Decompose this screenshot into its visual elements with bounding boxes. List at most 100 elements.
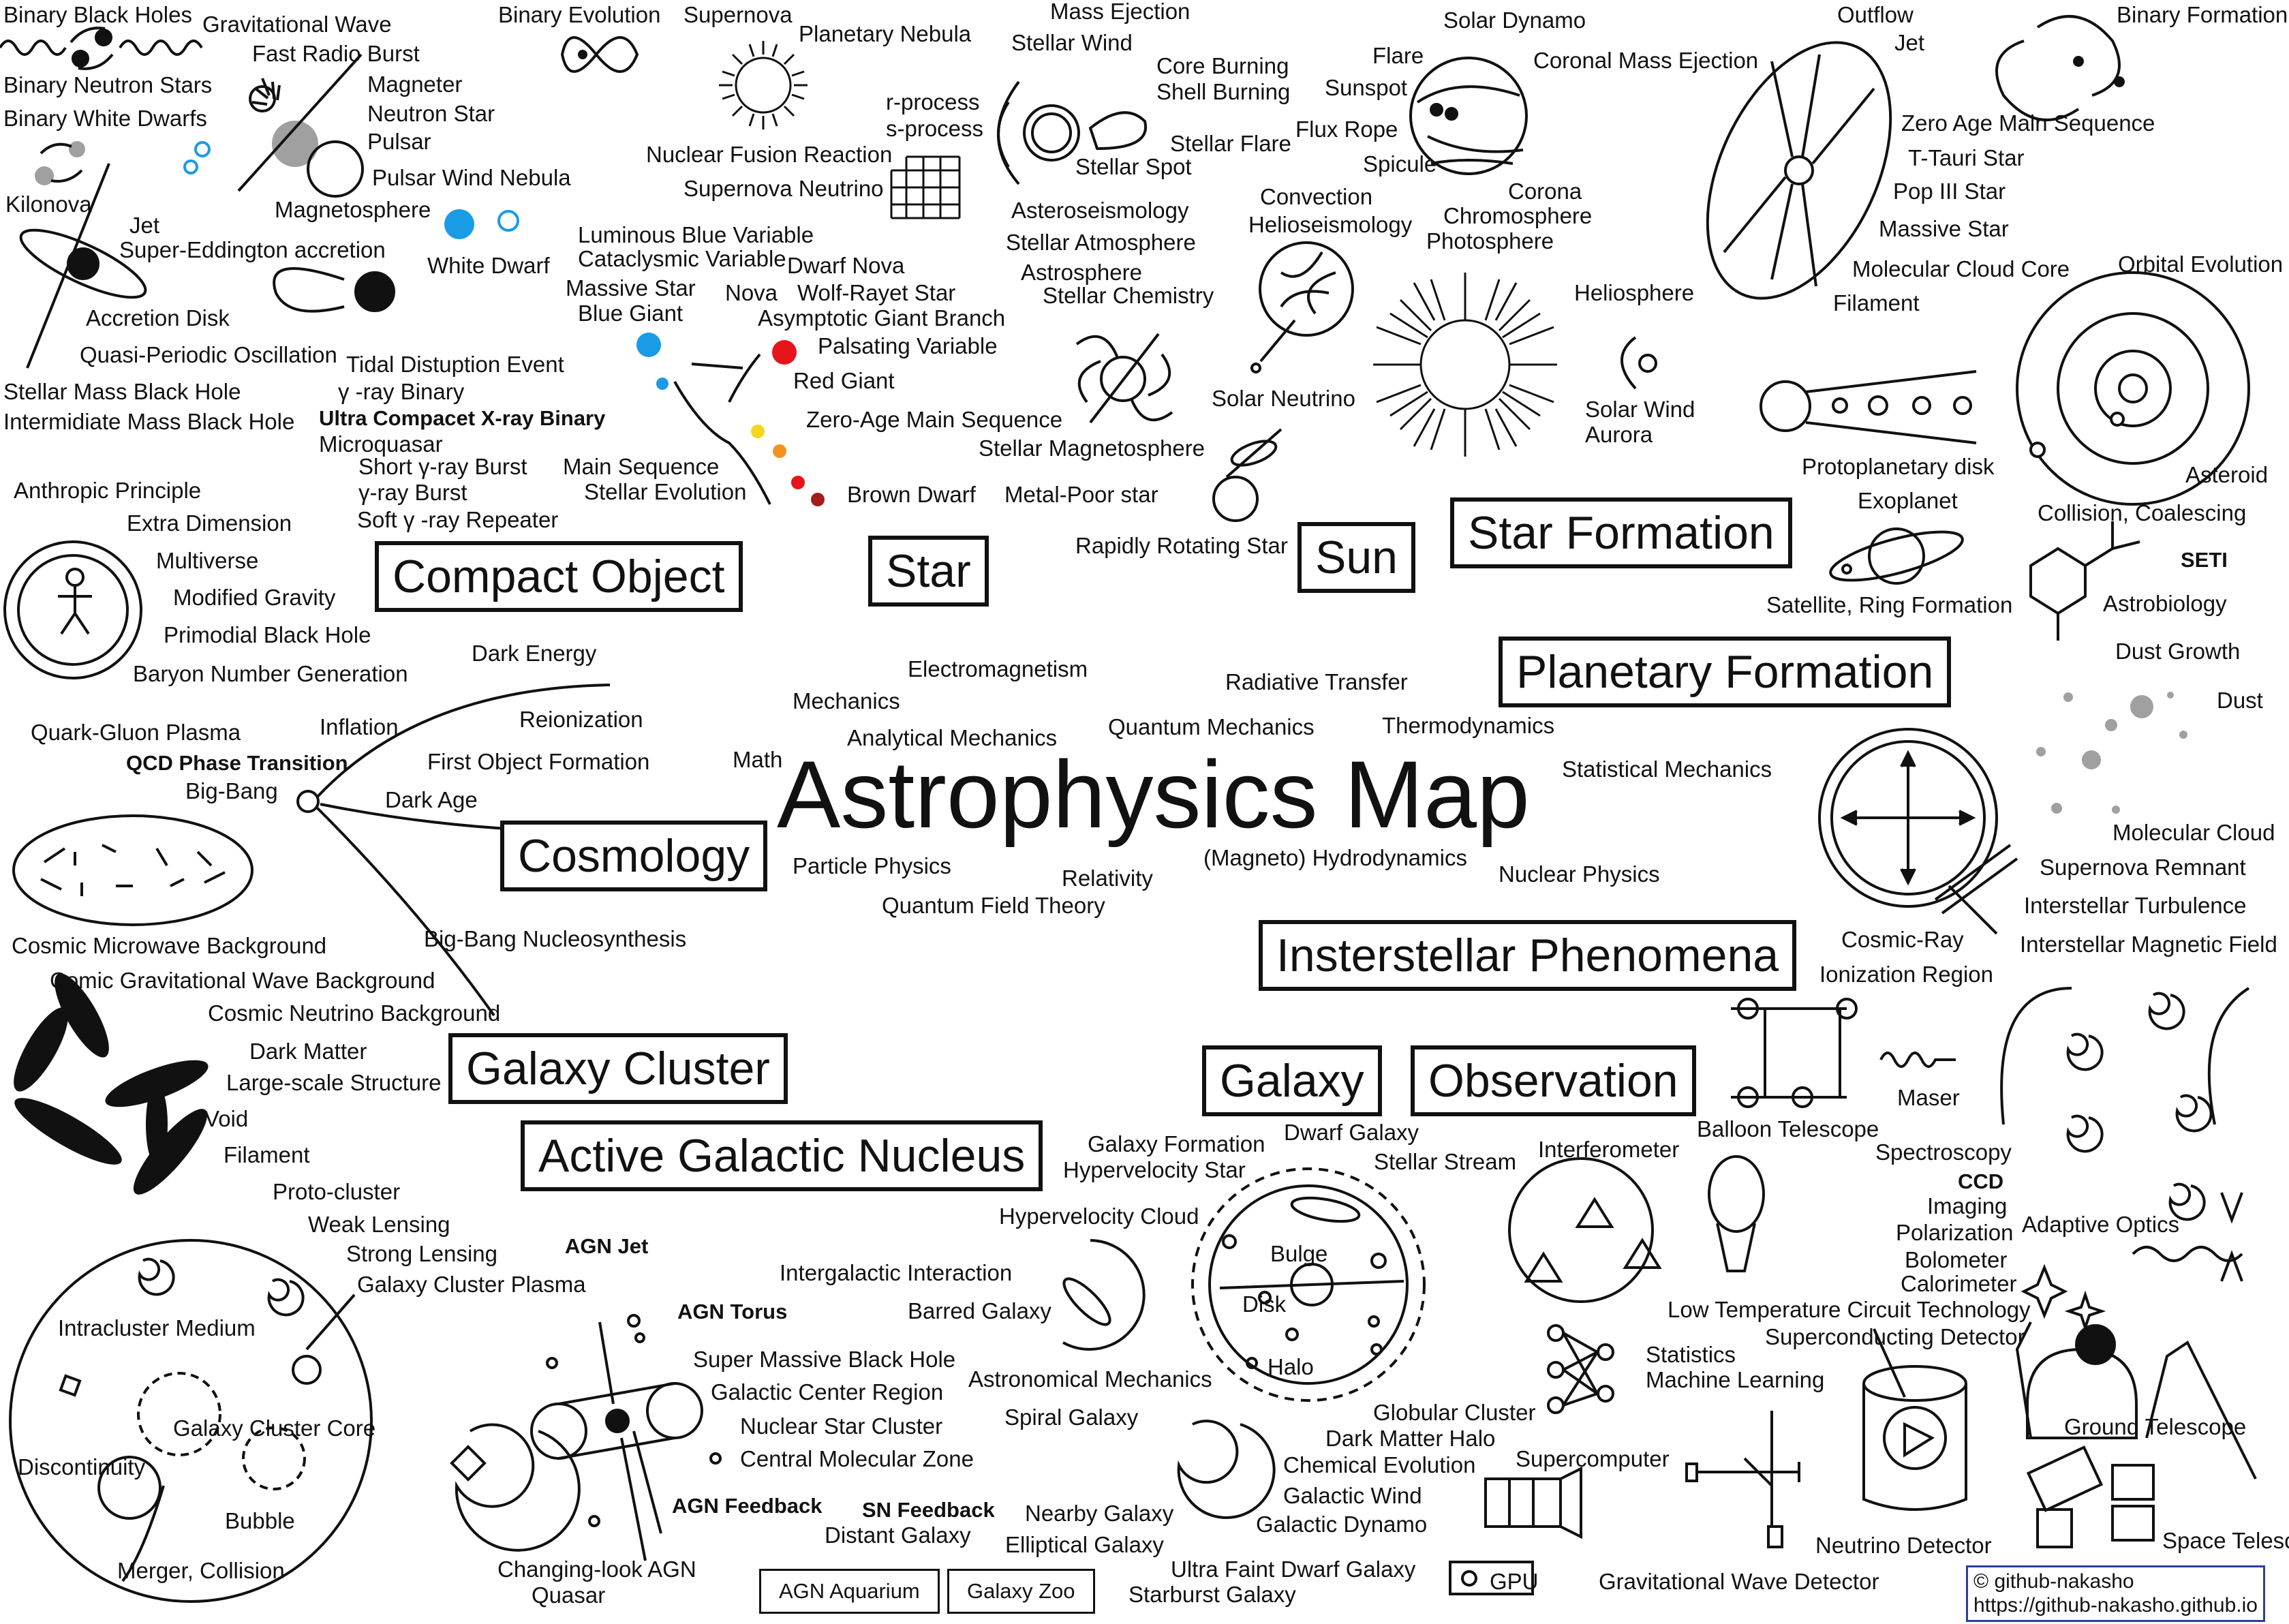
term-label: Molecular Cloud Core: [1852, 256, 2070, 281]
nuclear-grid-icon: [890, 155, 961, 219]
term-label: Gravitational Wave Detector: [1599, 1569, 1879, 1594]
term-label: Solar Wind: [1585, 397, 1695, 422]
term-label: Chromosphere: [1443, 203, 1593, 228]
term-label: Binary Neutron Stars: [3, 72, 213, 97]
topic-label: Electromagnetism: [908, 656, 1088, 681]
term-label: AGN Jet: [565, 1234, 649, 1258]
term-label: Luminous Blue Variable: [578, 222, 814, 247]
term-label: Space Telescope: [2162, 1528, 2289, 1553]
term-label: Primodial Black Hole: [164, 622, 371, 647]
term-label: s-process: [886, 116, 984, 141]
term-label: Gravitational Wave: [202, 12, 392, 37]
term-label: Stellar Evolution: [584, 479, 747, 504]
balloon-icon: [1708, 1155, 1765, 1272]
term-label: Metal-Poor star: [1004, 482, 1158, 507]
topic-label: Thermodynamics: [1382, 713, 1555, 738]
term-label: Nuclear Star Cluster: [740, 1413, 943, 1439]
term-label: Filament: [224, 1142, 310, 1167]
galaxy-zoo-box: Galaxy Zoo: [947, 1569, 1095, 1614]
black-hole-jet-icon: [19, 163, 147, 369]
term-label: Disk: [1242, 1291, 1287, 1317]
term-label: Cosmic Microwave Background: [12, 933, 327, 958]
term-label: Bolometer: [1905, 1247, 2008, 1272]
term-label: Modified Gravity: [173, 585, 336, 610]
space-telescope-icon: [2026, 1445, 2155, 1548]
term-label: Palsating Variable: [818, 333, 998, 358]
credit-url[interactable]: https://github-nakasho.github.io: [1973, 1593, 2258, 1617]
category-planetary-formation: Planetary Formation: [1499, 637, 1952, 707]
term-label: Flux Rope: [1295, 117, 1398, 142]
term-label: Binary Black Holes: [3, 2, 192, 27]
term-label: Jet: [1894, 30, 1925, 55]
supernova-remnant-icon: [1818, 728, 2018, 935]
term-label: Molecular Cloud: [2113, 820, 2275, 845]
binary-black-holes-icon: [0, 27, 203, 70]
term-label: Bulge: [1270, 1241, 1328, 1266]
interferometer-icon: [1508, 1157, 1662, 1303]
maser-icon: [1879, 1052, 1956, 1068]
neural-network-icon: [1547, 1324, 1614, 1414]
neutron-star-icon: [237, 53, 364, 198]
term-label: Superconducting Detector: [1765, 1324, 2025, 1349]
tidal-disruption-icon: [273, 267, 395, 313]
term-label: Corona: [1508, 179, 1582, 204]
topic-label: Radiative Transfer: [1225, 669, 1408, 694]
term-label: Nova: [725, 280, 778, 305]
term-label: Supernova: [683, 2, 793, 27]
gw-detector-icon: [1685, 1411, 1800, 1548]
term-label: Galactic Wind: [1283, 1483, 1422, 1508]
term-label: White Dwarf: [427, 253, 550, 278]
cmb-icon: [12, 814, 254, 926]
term-label: Balloon Telescope: [1697, 1116, 1879, 1142]
term-label: Quark-Gluon Plasma: [31, 720, 241, 745]
term-label: Stellar Chemistry: [1043, 283, 1214, 308]
term-label: Astrobiology: [2103, 591, 2227, 616]
term-label: Galaxy Formation: [1088, 1131, 1265, 1156]
term-label: Magneter: [367, 72, 463, 97]
term-label: Aurora: [1585, 422, 1653, 447]
term-label: Asteroseismology: [1011, 198, 1189, 223]
stellar-wind-icon: [997, 80, 1148, 185]
topic-label: Nuclear Physics: [1499, 861, 1660, 887]
galaxy-cluster-circle-icon: [9, 1239, 373, 1603]
term-label: Astrosphere: [1021, 260, 1142, 285]
term-label: Reionization: [519, 707, 643, 732]
term-label: Interstellar Magnetic Field: [2020, 932, 2277, 957]
term-label: Asymptotic Giant Branch: [758, 305, 1006, 331]
term-label: Zero-Age Main Sequence: [806, 407, 1063, 432]
term-label: Halo: [1268, 1354, 1314, 1379]
term-label: Interferometer: [1538, 1137, 1680, 1162]
term-label: Galactic Dynamo: [1256, 1512, 1428, 1537]
term-label: Massive Star: [1879, 216, 2009, 241]
category-agn: Active Galactic Nucleus: [521, 1120, 1043, 1191]
solar-dynamo-icon: [1409, 57, 1528, 175]
term-label: AGN Feedback: [672, 1494, 823, 1518]
term-label: Orbital Evolution: [2118, 251, 2284, 277]
term-label: Spiral Galaxy: [1004, 1405, 1139, 1430]
term-label: Shell Burning: [1156, 79, 1291, 104]
term-label: Solar Neutrino: [1212, 386, 1355, 411]
term-label: Stellar Atmosphere: [1006, 230, 1196, 255]
topic-label: Particle Physics: [793, 853, 951, 878]
term-label: Multiverse: [156, 548, 259, 573]
term-label: Red Giant: [793, 368, 895, 393]
term-label: Inflation: [320, 714, 399, 739]
term-label: Massive Star: [566, 275, 696, 301]
milky-way-icon: [1191, 1167, 1426, 1402]
term-label: Imaging: [1927, 1193, 2008, 1219]
term-label: Calorimeter: [1901, 1271, 2017, 1296]
term-label: Stellar Mass Black Hole: [3, 379, 241, 404]
term-label: Tidal Distuption Event: [346, 352, 564, 377]
credit-box: © github-nakasho https://github-nakasho.…: [1966, 1565, 2265, 1622]
exoplanet-icon: [1829, 527, 1964, 585]
topic-label: Math: [733, 747, 783, 772]
term-label: Core Burning: [1156, 53, 1289, 78]
term-label: Convection: [1260, 184, 1373, 209]
hr-diagram-icon: [636, 333, 825, 506]
term-label: Discontinuity: [18, 1454, 146, 1480]
term-label: Brown Dwarf: [847, 482, 976, 507]
term-label: Cosmic Neutrino Background: [208, 1000, 501, 1026]
ionization-region-icon: [1731, 998, 1858, 1108]
term-label: Super-Eddington accretion: [119, 237, 386, 262]
